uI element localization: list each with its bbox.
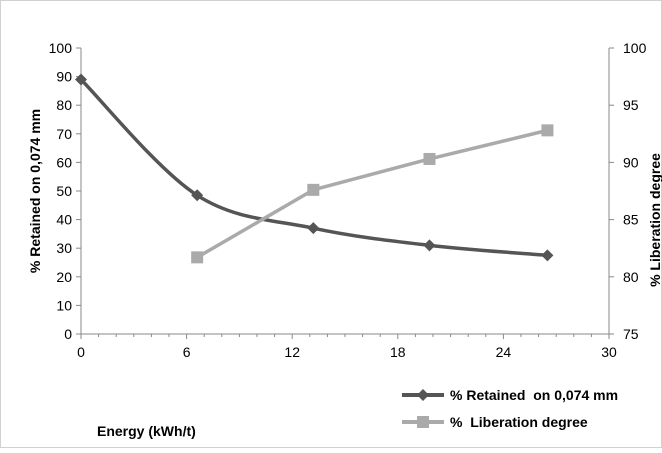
x-tick-label: 0 xyxy=(77,344,85,360)
y-tick-label-left: 100 xyxy=(49,40,73,56)
y-tick-label-left: 10 xyxy=(56,297,72,313)
y-tick-label-left: 30 xyxy=(56,240,72,256)
y-tick-label-right: 85 xyxy=(623,212,639,228)
y-tick-label-left: 20 xyxy=(56,269,72,285)
legend-label-liberation: % Liberation degree xyxy=(450,414,588,430)
x-tick-label: 6 xyxy=(183,344,191,360)
legend-label-retained: % Retained on 0,074 mm xyxy=(450,387,618,403)
data-point-liberation xyxy=(191,251,204,264)
data-point-retained xyxy=(191,189,204,202)
y-tick-label-right: 90 xyxy=(623,154,639,170)
y-tick-label-right: 80 xyxy=(623,269,639,285)
data-point-liberation xyxy=(541,124,554,137)
legend-marker-retained xyxy=(417,389,429,401)
y-tick-label-left: 90 xyxy=(56,69,72,85)
y-tick-label-right: 95 xyxy=(623,97,639,113)
series-layer xyxy=(75,73,554,264)
data-point-liberation xyxy=(423,152,436,165)
legend: % Retained on 0,074 mm % Liberation degr… xyxy=(402,387,618,430)
y-tick-label-right: 75 xyxy=(623,326,639,342)
y-axis-label-left: % Retained on 0,074 mm xyxy=(27,109,43,273)
data-point-liberation xyxy=(307,183,320,196)
y-tick-label-left: 40 xyxy=(56,212,72,228)
data-point-retained xyxy=(541,249,554,262)
data-point-retained xyxy=(307,222,320,235)
data-point-retained xyxy=(423,239,436,252)
x-tick-label: 12 xyxy=(284,344,300,360)
y-tick-label-left: 70 xyxy=(56,126,72,142)
y-tick-label-left: 60 xyxy=(56,154,72,170)
x-tick-label: 30 xyxy=(601,344,617,360)
legend-marker-liberation xyxy=(417,416,429,428)
y-axis-label-right: % Liberation degree xyxy=(647,153,662,287)
data-point-retained xyxy=(75,73,87,86)
x-tick-label: 24 xyxy=(496,344,512,360)
y-tick-label-left: 50 xyxy=(56,183,72,199)
series-line-liberation xyxy=(196,128,548,259)
y-tick-label-right: 100 xyxy=(623,40,647,56)
labels-layer: % Retained on 0,074 mm % Liberation degr… xyxy=(27,109,662,439)
axes: 0 10 20 30 40 50 60 70 80 90 100 75 80 85 90 95 100 0 6 12 1… xyxy=(49,40,647,360)
y-tick-label-left: 80 xyxy=(56,97,72,113)
x-tick-label: 18 xyxy=(390,344,406,360)
y-tick-label-left: 0 xyxy=(64,326,72,342)
x-axis-label: Energy (kWh/t) xyxy=(97,423,196,439)
